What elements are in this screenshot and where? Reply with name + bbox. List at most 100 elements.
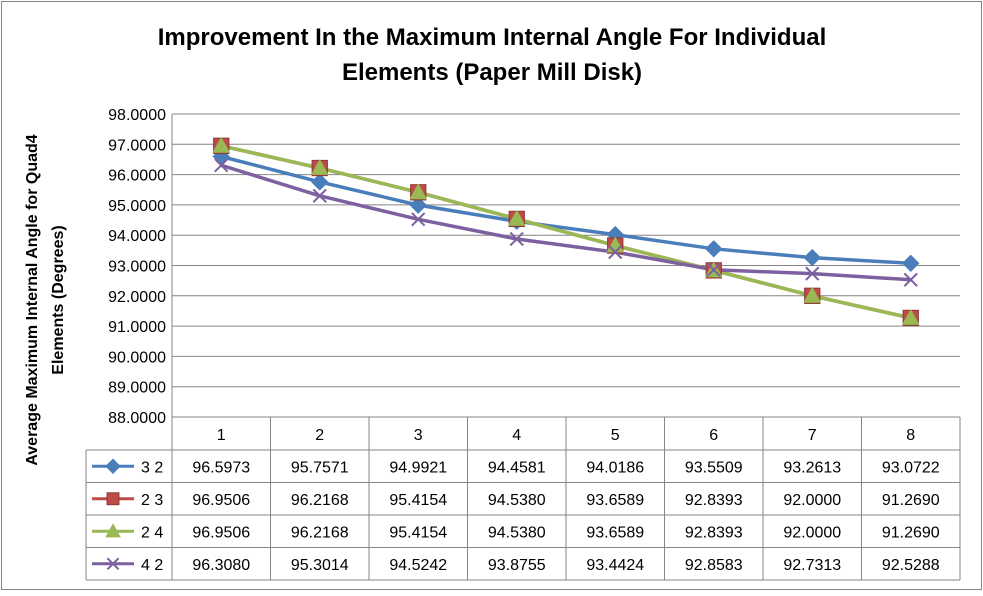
legend-label: 2 4: [141, 524, 163, 541]
x-tick-label: 5: [611, 427, 620, 444]
data-label: 94.0186: [586, 459, 644, 476]
data-label: 92.5288: [882, 557, 940, 574]
data-label: 94.4581: [488, 459, 546, 476]
legend-key-marker: [105, 458, 121, 474]
data-point: [509, 231, 524, 247]
data-label: 94.5242: [389, 557, 447, 574]
legend-key-marker-stroke: [106, 557, 120, 571]
data-point: [805, 266, 820, 281]
data-point: [608, 244, 623, 260]
data-point: [409, 183, 428, 200]
x-tick-label: 8: [906, 427, 915, 444]
data-label: 94.9921: [389, 459, 447, 476]
x-tick-label: 1: [217, 427, 226, 444]
data-point: [803, 286, 822, 303]
y-tick-label: 92.0000: [108, 289, 166, 306]
data-label: 92.7313: [783, 557, 841, 574]
x-tick-label: 3: [414, 427, 423, 444]
y-tick-label: 94.0000: [108, 228, 166, 245]
data-label: 96.5973: [192, 459, 250, 476]
y-tick-label: 93.0000: [108, 259, 166, 276]
data-label: 96.9506: [192, 492, 250, 509]
y-tick-label: 90.0000: [108, 349, 166, 366]
data-label: 95.4154: [389, 524, 447, 541]
data-point: [212, 136, 231, 153]
data-label: 93.6589: [586, 524, 644, 541]
series-lines: [220, 144, 912, 320]
data-point-stroke: [312, 188, 327, 203]
x-tick-label: 2: [315, 427, 324, 444]
data-label: 94.5380: [488, 492, 546, 509]
data-label: 96.2168: [291, 492, 349, 509]
data-label: 93.0722: [882, 459, 940, 476]
data-label: 96.9506: [192, 524, 250, 541]
data-point: [409, 196, 427, 214]
y-tick-label: 95.0000: [108, 198, 166, 215]
y-axis-title-line-1: Average Maximum Internal Angle for Quad4: [24, 134, 41, 465]
y-tick-label: 96.0000: [108, 168, 166, 185]
data-point: [310, 159, 329, 175]
data-point: [903, 272, 918, 287]
legend-label: 4 2: [141, 557, 163, 574]
legend-key-marker: [106, 557, 120, 571]
data-point: [214, 158, 229, 173]
data-label: 95.4154: [389, 492, 447, 509]
data-point: [902, 254, 920, 273]
y-tick-label: 88.0000: [108, 410, 166, 427]
data-point: [706, 262, 721, 277]
data-label: 92.0000: [783, 492, 841, 509]
data-point-stroke: [411, 212, 426, 227]
data-label: 93.6589: [586, 492, 644, 509]
data-point-stroke: [509, 231, 524, 247]
y-tick-label: 97.0000: [108, 137, 166, 154]
data-label: 91.2690: [882, 524, 940, 541]
data-label: 94.5380: [488, 524, 546, 541]
data-label: 95.7571: [291, 459, 349, 476]
series-line: [220, 154, 911, 266]
data-label: 91.2690: [882, 492, 940, 509]
data-label: 93.8755: [488, 557, 546, 574]
x-tick-label: 7: [808, 427, 817, 444]
data-label: 93.5509: [685, 459, 743, 476]
x-tick-label: 4: [512, 427, 521, 444]
data-label: 92.0000: [783, 524, 841, 541]
data-table: 1 2 3 4 5 6 7 8 3 2 96.5973 95.7571 94.9921 94.4581 9…: [85, 416, 961, 581]
data-point: [507, 209, 526, 226]
data-point: [901, 308, 920, 325]
legend-label: 3 2: [141, 459, 163, 476]
data-label: 93.2613: [783, 459, 841, 476]
data-point: [411, 212, 426, 227]
y-tick-label: 89.0000: [108, 380, 166, 397]
data-label: 92.8393: [685, 524, 743, 541]
data-point: [311, 173, 329, 191]
legend-key-marker: [106, 492, 120, 506]
y-axis-title-line-2: Elements (Degrees): [50, 225, 67, 374]
data-point: [312, 188, 327, 203]
data-label: 92.8393: [685, 492, 743, 509]
data-label: 92.8583: [685, 557, 743, 574]
data-label: 95.3014: [291, 557, 349, 574]
data-point-stroke: [706, 262, 721, 277]
data-point-stroke: [903, 272, 918, 287]
legend-label: 2 3: [141, 492, 163, 509]
y-tick-labels: 88.0000 89.0000 90.0000 91.0000 92.0000 93.00…: [108, 107, 166, 427]
data-point-stroke: [214, 158, 229, 173]
data-point-stroke: [805, 266, 820, 281]
series-line: [220, 144, 912, 320]
y-tick-label: 98.0000: [108, 107, 166, 124]
x-tick-label: 6: [709, 427, 718, 444]
data-point: [803, 248, 821, 267]
chart-title-line-1: Improvement In the Maximum Internal Angl…: [158, 24, 827, 51]
y-tick-label: 91.0000: [108, 319, 166, 336]
data-label: 96.2168: [291, 524, 349, 541]
data-label: 96.3080: [192, 557, 250, 574]
series-line: [220, 163, 911, 282]
data-point-stroke: [608, 244, 623, 260]
chart-title-line-2: Elements (Paper Mill Disk): [342, 59, 642, 86]
data-label: 93.4424: [586, 557, 644, 574]
data-point: [705, 240, 723, 258]
series-markers: [212, 136, 920, 327]
legend-key-marker: [105, 523, 121, 538]
